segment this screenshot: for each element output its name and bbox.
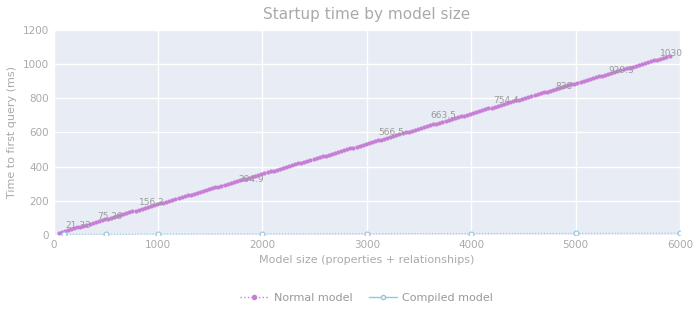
Text: 75.29: 75.29 (97, 212, 122, 221)
X-axis label: Model size (properties + relationships): Model size (properties + relationships) (259, 255, 475, 265)
Legend: Normal model, Compiled model: Normal model, Compiled model (236, 288, 498, 307)
Compiled model (154, 232, 162, 236)
Compiled model (571, 231, 580, 235)
Compiled model (258, 232, 267, 236)
Text: 663.5: 663.5 (430, 111, 456, 120)
Normal model (55, 231, 63, 235)
Text: 566.5: 566.5 (378, 128, 404, 137)
Normal model (92, 220, 100, 224)
Compiled model (60, 232, 69, 236)
Text: 294.9: 294.9 (238, 175, 263, 184)
Normal model (217, 184, 225, 188)
Compiled model (363, 232, 371, 236)
Line: Compiled model: Compiled model (62, 231, 682, 237)
Text: 929.3: 929.3 (608, 66, 634, 75)
Text: 156.2: 156.2 (139, 198, 164, 207)
Compiled model (102, 232, 110, 236)
Normal model (168, 198, 176, 202)
Compiled model (467, 231, 475, 235)
Text: 1030: 1030 (660, 49, 683, 58)
Compiled model (676, 231, 684, 235)
Line: Normal model: Normal model (57, 55, 671, 234)
Normal model (666, 54, 674, 58)
Text: 838: 838 (556, 82, 573, 91)
Normal model (635, 63, 643, 67)
Normal model (79, 224, 88, 228)
Title: Startup time by model size: Startup time by model size (263, 7, 470, 22)
Y-axis label: Time to first query (ms): Time to first query (ms) (7, 66, 17, 198)
Normal model (613, 69, 622, 73)
Text: 754.4: 754.4 (493, 96, 519, 105)
Text: 21.33: 21.33 (66, 221, 92, 230)
